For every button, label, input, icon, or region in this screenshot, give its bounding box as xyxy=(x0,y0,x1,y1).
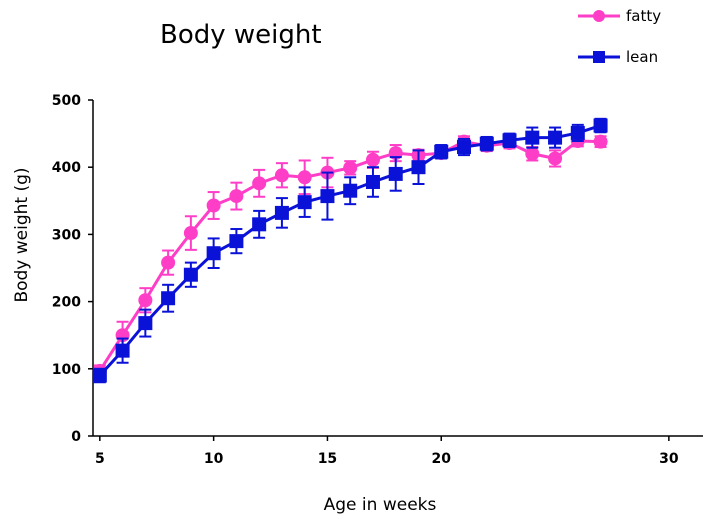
y-tick-label: 500 xyxy=(52,93,81,109)
data-point-lean xyxy=(411,160,426,175)
series-fatty xyxy=(92,133,608,378)
data-point-fatty xyxy=(229,189,244,204)
series-lean xyxy=(92,117,608,384)
data-point-lean xyxy=(138,316,153,331)
data-point-lean xyxy=(343,183,358,198)
data-point-fatty xyxy=(525,146,540,161)
data-point-lean xyxy=(161,291,176,306)
data-point-fatty xyxy=(365,152,380,167)
data-point-lean xyxy=(92,368,107,383)
legend-marker-lean xyxy=(593,51,605,63)
data-point-lean xyxy=(365,174,380,189)
data-point-lean xyxy=(593,118,608,133)
legend-label-lean: lean xyxy=(626,48,658,66)
data-point-lean xyxy=(115,343,130,358)
legend: fatty lean xyxy=(578,7,661,66)
data-point-lean xyxy=(479,136,494,151)
data-point-fatty xyxy=(343,160,358,175)
data-point-fatty xyxy=(206,198,221,213)
data-point-fatty xyxy=(183,226,198,241)
x-tick-label: 20 xyxy=(432,451,452,467)
y-tick-label: 0 xyxy=(71,429,81,445)
data-point-lean xyxy=(297,195,312,210)
data-point-lean xyxy=(252,217,267,232)
data-point-lean xyxy=(525,130,540,145)
data-point-fatty xyxy=(297,170,312,185)
x-tick-label: 5 xyxy=(95,451,105,467)
x-tick-label: 10 xyxy=(204,451,224,467)
y-tick-label: 200 xyxy=(52,295,81,311)
data-point-fatty xyxy=(252,176,267,191)
y-axis-label: Body weight (g) xyxy=(12,167,32,302)
x-tick-label: 15 xyxy=(318,451,337,467)
data-point-fatty xyxy=(138,293,153,308)
data-point-fatty xyxy=(161,255,176,270)
chart-title: Body weight xyxy=(160,20,322,50)
data-point-lean xyxy=(274,205,289,220)
data-point-lean xyxy=(320,189,335,204)
data-point-lean xyxy=(388,166,403,181)
legend-marker-fatty xyxy=(593,10,605,22)
data-point-lean xyxy=(229,234,244,249)
data-point-lean xyxy=(183,267,198,282)
x-tick-label: 30 xyxy=(659,451,679,467)
data-point-lean xyxy=(502,133,517,148)
data-point-lean xyxy=(548,130,563,145)
y-tick-label: 300 xyxy=(52,227,81,243)
data-point-lean xyxy=(434,144,449,159)
y-tick-label: 100 xyxy=(52,362,81,378)
data-point-lean xyxy=(206,246,221,261)
x-axis-label: Age in weeks xyxy=(324,495,437,515)
data-point-lean xyxy=(570,125,585,140)
data-point-fatty xyxy=(274,168,289,183)
data-point-fatty xyxy=(593,134,608,149)
data-point-lean xyxy=(457,140,472,155)
y-tick-label: 400 xyxy=(52,160,81,176)
legend-label-fatty: fatty xyxy=(626,7,661,25)
data-point-fatty xyxy=(548,151,563,166)
